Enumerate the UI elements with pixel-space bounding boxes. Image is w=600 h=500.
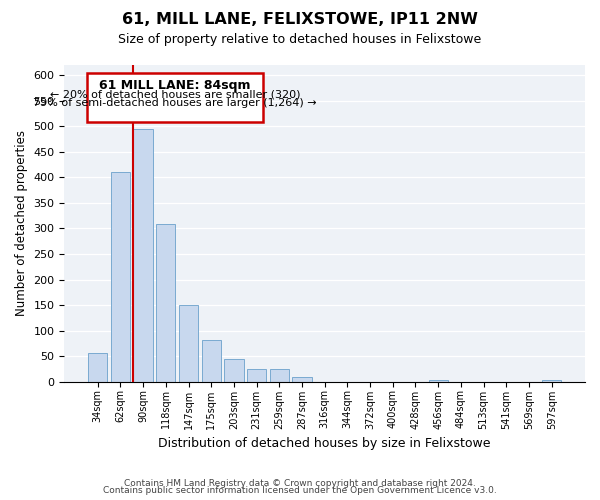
FancyBboxPatch shape (87, 72, 263, 122)
Bar (156, 224, 175, 382)
Bar (179, 305, 198, 382)
Text: 79% of semi-detached houses are larger (1,264) →: 79% of semi-detached houses are larger (… (34, 98, 317, 108)
Bar (428, 380, 448, 382)
Bar (88, 352, 107, 382)
Text: 61 MILL LANE: 84sqm: 61 MILL LANE: 84sqm (100, 80, 251, 92)
Bar (133, 129, 153, 382)
Text: ← 20% of detached houses are smaller (320): ← 20% of detached houses are smaller (32… (50, 89, 301, 99)
Text: Contains HM Land Registry data © Crown copyright and database right 2024.: Contains HM Land Registry data © Crown c… (124, 478, 476, 488)
Bar (224, 358, 244, 382)
Bar (292, 376, 311, 382)
X-axis label: Distribution of detached houses by size in Felixstowe: Distribution of detached houses by size … (158, 437, 491, 450)
Text: Size of property relative to detached houses in Felixstowe: Size of property relative to detached ho… (118, 32, 482, 46)
Y-axis label: Number of detached properties: Number of detached properties (15, 130, 28, 316)
Text: Contains public sector information licensed under the Open Government Licence v3: Contains public sector information licen… (103, 486, 497, 495)
Bar (542, 380, 562, 382)
Bar (111, 172, 130, 382)
Bar (247, 369, 266, 382)
Bar (269, 369, 289, 382)
Text: 61, MILL LANE, FELIXSTOWE, IP11 2NW: 61, MILL LANE, FELIXSTOWE, IP11 2NW (122, 12, 478, 28)
Bar (202, 340, 221, 382)
